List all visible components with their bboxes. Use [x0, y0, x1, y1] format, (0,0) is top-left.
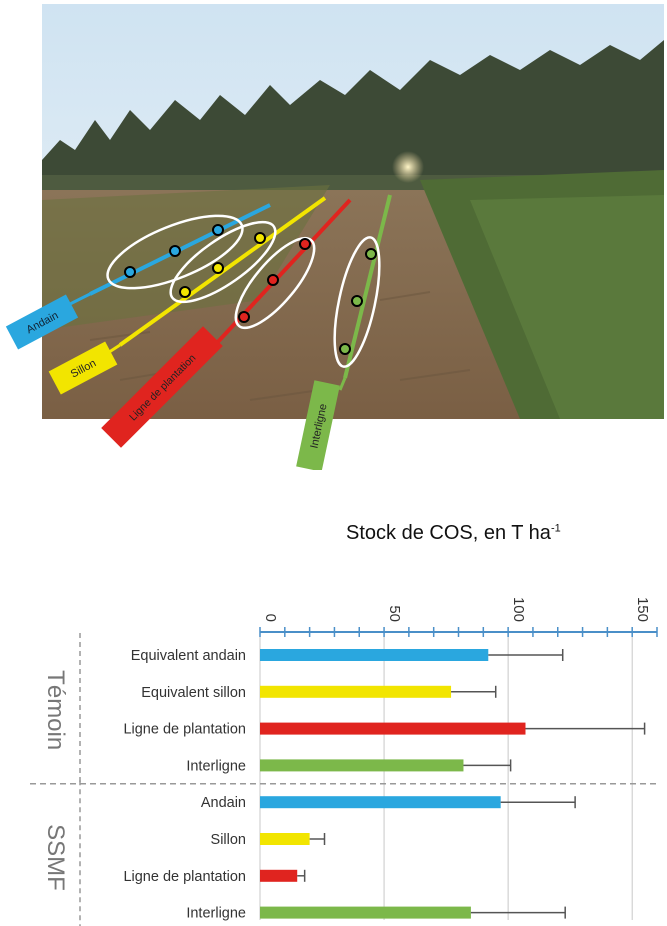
category-label: Equivalent sillon: [141, 685, 246, 701]
transect-interligne: [333, 194, 392, 379]
x-tick-label: 50: [386, 605, 403, 622]
field-photo: Andain Sillon Ligne de plantation Interl…: [5, 4, 664, 470]
x-tick-label: 150: [634, 597, 651, 622]
photo-background: [42, 4, 664, 419]
group-label: SSMF: [42, 824, 69, 891]
chart-title-superscript: -1: [550, 522, 561, 535]
group-label: Témoin: [42, 670, 69, 750]
category-labels: Equivalent andain Equivalent sillon Ligne …: [123, 648, 246, 922]
category-label: Interligne: [186, 758, 246, 774]
bar: [260, 722, 526, 735]
bar: [260, 649, 489, 661]
bar: [260, 833, 310, 845]
bar: [260, 796, 501, 809]
x-tick-label: 100: [510, 597, 527, 622]
bars-layer: [260, 649, 646, 919]
category-label: Equivalent andain: [131, 648, 246, 664]
bar: [260, 869, 298, 882]
category-label: Ligne de plantation: [123, 869, 246, 885]
bar: [260, 759, 464, 772]
category-label: Interligne: [186, 906, 246, 922]
grid-layer: [383, 632, 633, 920]
category-label: Sillon: [211, 832, 246, 848]
category-label: Ligne de plantation: [123, 722, 246, 738]
x-axis: 0 50 100 150: [259, 597, 658, 920]
bar-chart: 0 50 100 150 Equivalent andain Equivalent si…: [30, 597, 658, 926]
transect-sillon: [118, 196, 327, 347]
label-interligne: Interligne: [296, 380, 340, 470]
bar: [260, 685, 452, 698]
chart-title-text: Stock de COS, en T ha: [346, 522, 551, 544]
x-tick-label: 0: [262, 614, 279, 622]
bar: [260, 906, 471, 919]
label-sillon: Sillon: [48, 341, 118, 395]
chart-title: Stock de COS, en T ha-1: [346, 522, 561, 545]
transect-andain: [89, 203, 271, 296]
category-label: Andain: [201, 795, 246, 811]
transect-ligne: [213, 198, 352, 347]
group-labels: Témoin SSMF: [30, 633, 657, 926]
